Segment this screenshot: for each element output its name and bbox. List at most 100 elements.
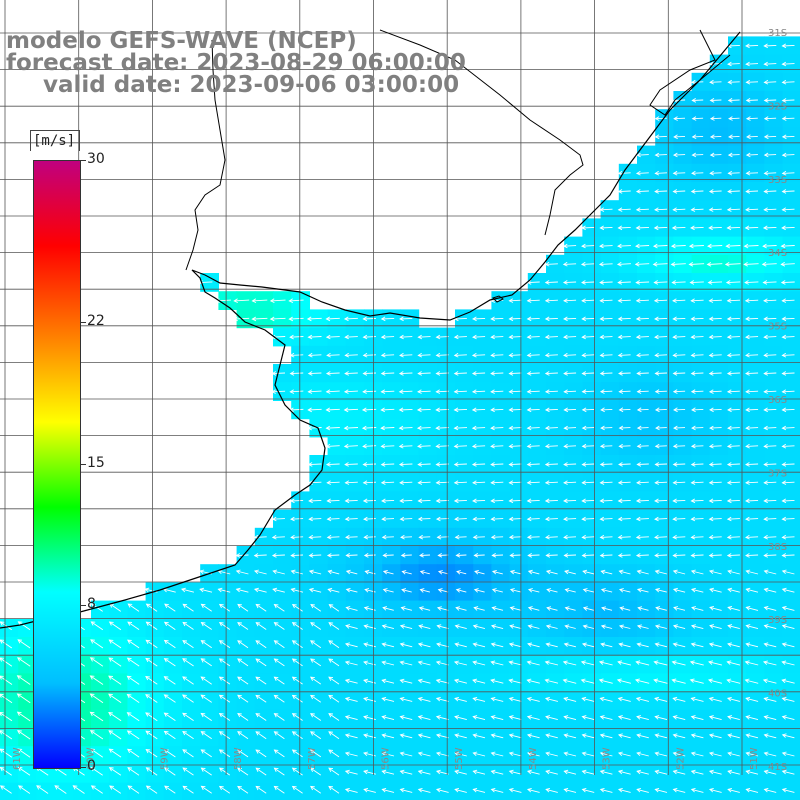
wind-arrow (581, 696, 595, 702)
wind-arrow (325, 425, 340, 431)
wind-arrow (564, 624, 576, 629)
wind-arrow (727, 98, 740, 103)
wind-arrow (599, 751, 613, 757)
wind-arrow (691, 425, 704, 431)
wind-arrow (325, 389, 340, 394)
wind-arrow (108, 657, 122, 667)
wind-cell (364, 782, 383, 800)
wind-arrow (672, 298, 686, 303)
wind-arrow (763, 587, 777, 593)
wind-arrow (726, 207, 740, 212)
wind-arrow (271, 534, 285, 540)
wind-arrow (255, 694, 267, 703)
wind-arrow (453, 660, 468, 666)
wind-cell (18, 782, 37, 800)
wind-arrow (289, 334, 304, 340)
wind-arrow (490, 678, 504, 684)
wind-arrow (237, 622, 249, 630)
wind-arrow (455, 553, 467, 558)
wind-arrow (18, 785, 31, 794)
wind-arrow (781, 61, 795, 67)
wind-cell (327, 782, 347, 800)
wind-arrow (417, 389, 431, 394)
wind-arrow (436, 534, 449, 540)
wind-arrow (581, 462, 595, 467)
wind-arrow (290, 553, 304, 558)
wind-arrow (308, 498, 322, 504)
wind-arrow (490, 534, 504, 540)
wind-arrow (454, 715, 467, 721)
wind-arrow (200, 640, 212, 649)
wind-arrow (671, 225, 686, 231)
wind-arrow (617, 660, 632, 666)
wind-arrow (237, 694, 249, 703)
wind-arrow (708, 751, 722, 757)
wind-arrow (200, 621, 212, 630)
wind-arrow (527, 588, 540, 593)
wind-arrow (599, 316, 613, 322)
wind-arrow (709, 605, 722, 611)
wind-arrow (417, 352, 431, 358)
wind-arrow (127, 639, 140, 649)
wind-arrow (453, 462, 467, 467)
wind-arrow (763, 316, 777, 322)
wind-arrow (362, 352, 377, 358)
wind-arrow (436, 642, 449, 648)
wind-arrow (417, 660, 431, 666)
wind-arrow (744, 280, 759, 285)
wind-arrow (435, 425, 449, 431)
wind-arrow (745, 443, 759, 449)
wind-arrow (399, 769, 413, 775)
wind-arrow (126, 693, 140, 703)
wind-arrow (526, 534, 540, 540)
wind-arrow (780, 243, 795, 249)
wind-arrow (636, 587, 649, 593)
wind-arrow (708, 569, 722, 575)
wind-arrow (325, 443, 340, 449)
wind-arrow (745, 389, 759, 394)
wind-cell (564, 782, 583, 800)
wind-arrow (673, 606, 686, 611)
wind-cell (527, 782, 547, 800)
wind-arrow (307, 352, 322, 358)
wind-cell (655, 782, 674, 800)
wind-arrow (345, 553, 358, 558)
wind-arrow (581, 553, 595, 558)
wind-arrow (435, 334, 449, 340)
wind-arrow (472, 678, 486, 684)
wind-arrow (708, 389, 722, 394)
wind-arrow (563, 715, 577, 721)
wind-arrow (708, 715, 722, 721)
wind-arrow (763, 407, 777, 413)
wind-arrow (237, 640, 249, 649)
wind-arrow (490, 316, 504, 322)
wind-cell (0, 782, 19, 800)
wind-arrow (345, 606, 358, 611)
wind-arrow (17, 730, 31, 740)
wind-arrow (398, 371, 413, 376)
wind-arrow (508, 371, 522, 376)
wind-arrow (708, 371, 722, 376)
wind-arrow (727, 769, 740, 775)
wind-arrow (618, 443, 631, 449)
wind-arrow (672, 443, 686, 449)
wind-arrow (563, 443, 577, 449)
wind-arrow (437, 588, 449, 593)
wind-arrow (472, 751, 486, 757)
wind-arrow (471, 425, 486, 431)
wind-arrow (0, 711, 13, 722)
wind-arrow (380, 425, 395, 431)
wind-arrow (781, 225, 795, 231)
colorbar-tick-label: 0 (87, 758, 96, 774)
wind-arrow (709, 425, 722, 431)
wind-arrow (435, 715, 449, 721)
wind-arrow (599, 443, 613, 449)
wind-arrow (690, 389, 704, 394)
wind-arrow (545, 642, 558, 648)
wind-arrow (727, 152, 740, 158)
wind-arrow (781, 425, 795, 431)
wind-arrow (417, 787, 431, 793)
wind-arrow (726, 298, 741, 303)
wind-arrow (289, 352, 304, 358)
wind-arrow (509, 624, 522, 630)
